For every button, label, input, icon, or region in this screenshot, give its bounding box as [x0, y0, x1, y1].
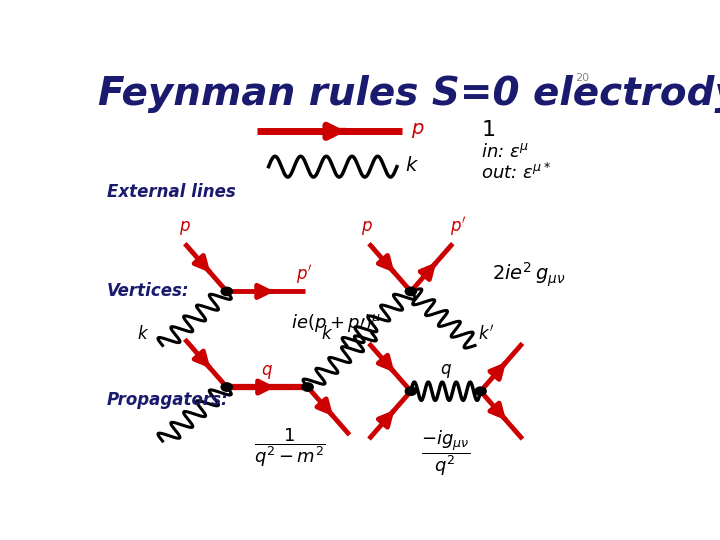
Circle shape — [221, 383, 233, 391]
Text: $\dfrac{-ig_{\mu\nu}}{q^2}$: $\dfrac{-ig_{\mu\nu}}{q^2}$ — [421, 429, 470, 478]
Text: Feynman rules S=0 electrodynamics: Feynman rules S=0 electrodynamics — [99, 75, 720, 113]
Text: $2ie^2\, g_{\mu\nu}$: $2ie^2\, g_{\mu\nu}$ — [492, 261, 565, 289]
Circle shape — [221, 287, 233, 295]
Text: $1$: $1$ — [481, 120, 495, 140]
Text: $k$: $k$ — [321, 325, 333, 343]
Circle shape — [302, 383, 313, 391]
Text: $p$: $p$ — [411, 120, 424, 139]
Circle shape — [405, 387, 416, 395]
Text: $k$: $k$ — [137, 325, 149, 343]
Text: $p'$: $p'$ — [297, 264, 313, 286]
Text: 20: 20 — [575, 73, 590, 83]
Text: Vertices:: Vertices: — [107, 282, 189, 300]
Text: $p$: $p$ — [179, 219, 191, 237]
Text: $p$: $p$ — [361, 219, 373, 237]
Text: Propagators:: Propagators: — [107, 390, 228, 409]
Text: $q$: $q$ — [261, 362, 273, 381]
Text: $k'$: $k'$ — [478, 324, 494, 343]
Text: $q$: $q$ — [440, 362, 451, 380]
Text: out: $\varepsilon^{\mu*}$: out: $\varepsilon^{\mu*}$ — [481, 163, 551, 183]
Text: $k$: $k$ — [405, 156, 419, 175]
Circle shape — [405, 287, 416, 295]
Circle shape — [475, 387, 486, 395]
Text: External lines: External lines — [107, 183, 235, 201]
Text: $\dfrac{1}{q^2-m^2}$: $\dfrac{1}{q^2-m^2}$ — [253, 427, 325, 469]
Text: $p'$: $p'$ — [450, 214, 467, 238]
Text: $ie(p+p\prime)^{\mu}$: $ie(p+p\prime)^{\mu}$ — [291, 312, 381, 334]
Text: in: $\varepsilon^{\mu}$: in: $\varepsilon^{\mu}$ — [481, 143, 528, 161]
